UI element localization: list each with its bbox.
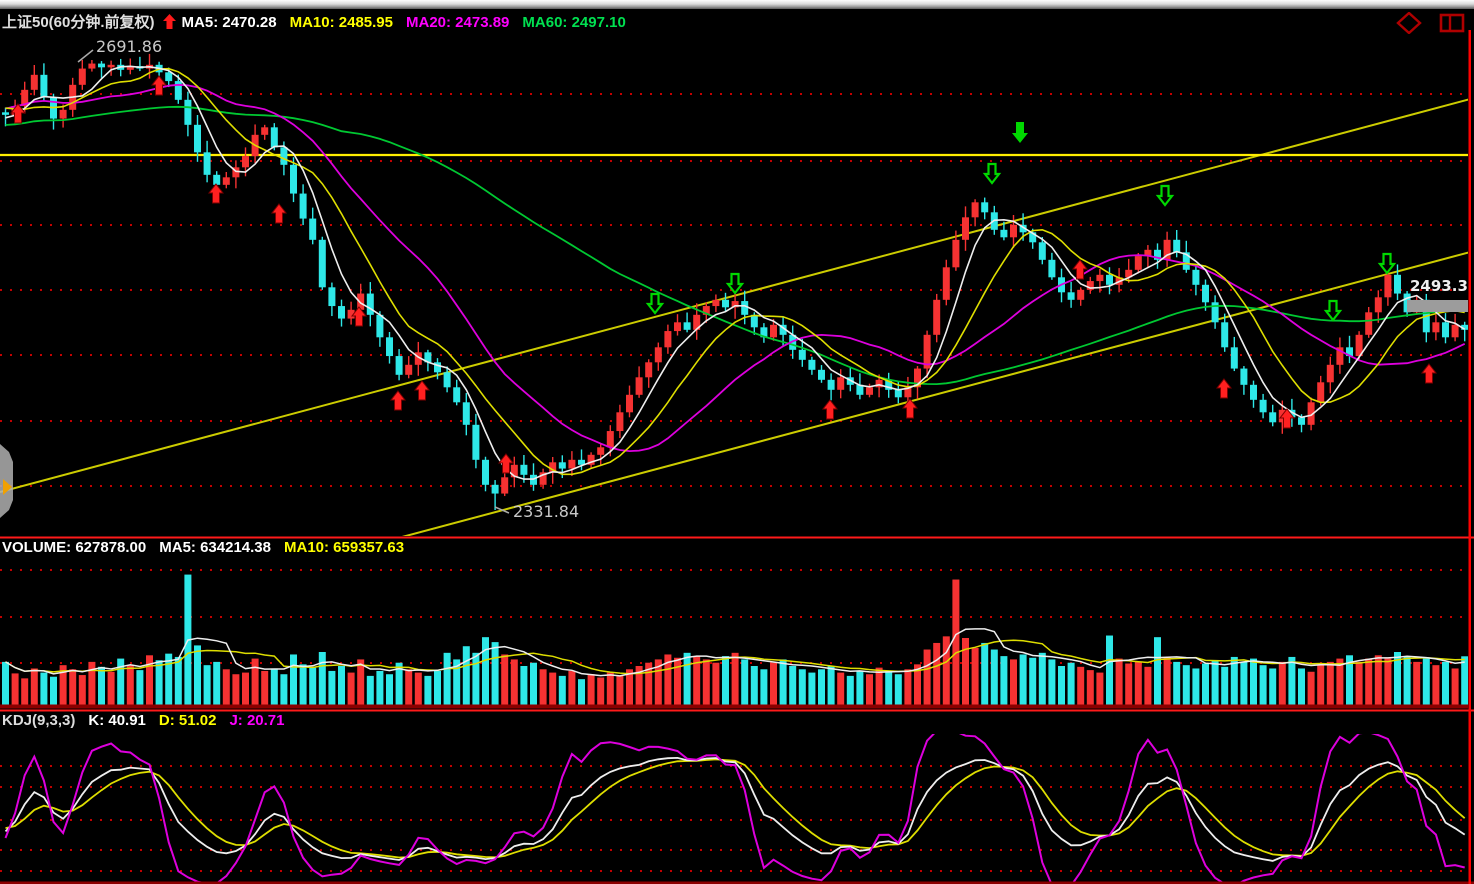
kdj-readout: K: 40.91: [88, 712, 146, 729]
ma-readout: MA60: 2497.10: [522, 14, 626, 31]
buy-signal-arrow: [389, 390, 407, 411]
volume-pane: [0, 569, 1468, 708]
kdj-header: KDJ(9,3,3) K: 40.91 D: 51.02 J: 20.71: [2, 712, 298, 734]
ma-readout: MA20: 2473.89: [406, 14, 510, 31]
diamond-icon[interactable]: [1396, 11, 1422, 35]
kdj-pane: [0, 734, 1468, 883]
current-price-label: 2493.3: [1410, 277, 1468, 295]
sell-signal-arrow: [1323, 299, 1343, 322]
right-axis-line: [1468, 30, 1471, 884]
buy-signal-arrow: [901, 398, 919, 419]
buy-signal-arrow: [497, 453, 515, 474]
volume-baseline: [0, 704, 1468, 709]
main-chart-header: 上证50(60分钟.前复权) MA5: 2470.28 MA10: 2485.95 M…: [2, 11, 639, 33]
volume-readout: VOLUME: 627878.00: [2, 539, 147, 556]
buy-signal-arrow: [350, 306, 368, 327]
low-price-label: 2331.84: [513, 502, 579, 521]
volume-header: VOLUME: 627878.00 MA5: 634214.38 MA10: 659…: [2, 539, 417, 561]
volume-readouts: VOLUME: 627878.00 MA5: 634214.38 MA10: 659…: [2, 539, 417, 556]
buy-signal-arrow: [821, 399, 839, 420]
ma-readout: MA10: 2485.95: [289, 14, 393, 31]
buy-signal-arrow: [207, 183, 225, 204]
sell-signal-arrow: [1377, 252, 1397, 275]
volume-readout: MA5: 634214.38: [159, 539, 271, 556]
kdj-readout: D: 51.02: [158, 712, 217, 729]
buy-signal-arrow: [1278, 408, 1296, 429]
sell-signal-arrow: [1155, 184, 1175, 207]
window-top-edge: [0, 0, 1474, 9]
current-price-box: [1407, 300, 1468, 312]
buy-signal-arrow: [150, 75, 168, 96]
ma-readouts: MA5: 2470.28 MA10: 2485.95 MA20: 2473.89 MA…: [182, 14, 639, 31]
kdj-readouts: KDJ(9,3,3) K: 40.91 D: 51.02 J: 20.71: [2, 712, 298, 729]
chart-title: 上证50(60分钟.前复权): [2, 14, 155, 31]
main-price-pane: 2691.86 2331.84 2493.3: [0, 37, 1468, 536]
sell-signal-arrow: [645, 292, 665, 315]
expand-triangle-icon: [3, 479, 12, 495]
sell-signal-arrow: [982, 162, 1002, 185]
kdj-readout: KDJ(9,3,3): [2, 712, 76, 729]
pane-separator: [0, 709, 1474, 712]
window-mode-icon[interactable]: [1439, 13, 1465, 33]
red-up-arrow-icon: [162, 14, 176, 33]
bottom-edge: [0, 881, 1474, 884]
down-signal-arrow: [1012, 122, 1028, 143]
ma-readout: MA5: 2470.28: [181, 14, 277, 31]
pane-toolbar: [1394, 11, 1470, 35]
buy-signal-arrow: [270, 203, 288, 224]
buy-signal-arrow: [1071, 259, 1089, 280]
buy-signal-arrow: [1215, 378, 1233, 399]
volume-readout: MA10: 659357.63: [284, 539, 405, 556]
buy-signal-arrow: [1420, 363, 1438, 384]
buy-signal-arrow: [413, 380, 431, 401]
buy-signal-arrow: [9, 103, 27, 124]
pane-separator: [0, 536, 1474, 539]
sell-signal-arrow: [725, 272, 745, 295]
peak-price-label: 2691.86: [96, 37, 162, 56]
kdj-readout: J: 20.71: [229, 712, 285, 729]
left-panel-handle[interactable]: [0, 444, 13, 518]
